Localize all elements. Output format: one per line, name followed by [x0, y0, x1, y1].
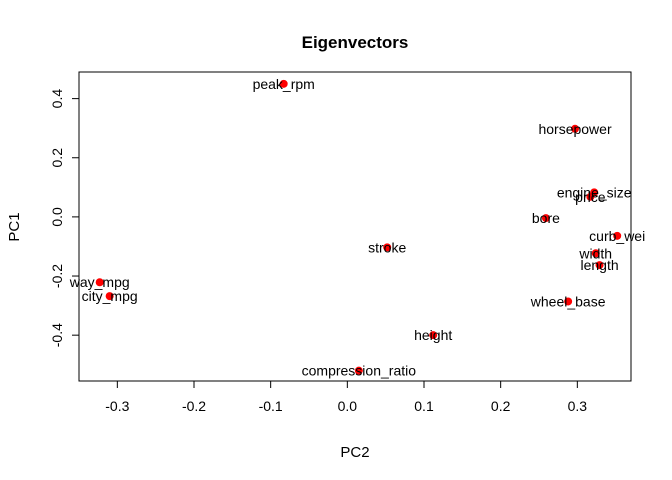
point-label: stroke	[368, 239, 406, 255]
point-label: height	[414, 327, 452, 343]
data-point	[541, 214, 550, 223]
data-point	[613, 231, 622, 240]
data-point	[591, 249, 600, 258]
point-label: wheel_base	[530, 293, 606, 309]
x-tick-label: 0.2	[491, 398, 511, 414]
point-label: bore	[532, 210, 560, 226]
data-point	[354, 366, 363, 375]
point-label: compression_ratio	[302, 363, 417, 379]
point-label: price	[575, 189, 606, 205]
y-tick-label: 0.0	[49, 207, 65, 227]
x-tick-label: 0.3	[568, 398, 588, 414]
point-label: city_mpg	[82, 288, 138, 304]
data-point	[279, 79, 288, 88]
data-point	[571, 124, 580, 133]
chart-title: Eigenvectors	[302, 33, 409, 52]
point-label: horsepower	[538, 121, 611, 137]
y-tick-label: 0.2	[49, 148, 65, 168]
data-point	[564, 297, 573, 306]
x-tick-label: 0.1	[414, 398, 434, 414]
point-label: engine_size	[557, 184, 632, 200]
data-point	[595, 261, 604, 270]
data-point	[105, 292, 114, 301]
y-tick-label: 0.4	[49, 89, 65, 109]
x-tick-label: -0.3	[105, 398, 129, 414]
point-label: curb_wei	[589, 228, 645, 244]
y-axis: -0.4 -0.2 0.0 0.2 0.4	[49, 89, 80, 347]
data-point	[95, 278, 104, 287]
data-point	[586, 192, 595, 201]
y-tick-label: -0.2	[49, 264, 65, 288]
x-axis: -0.3 -0.2 -0.1 0.0 0.1 0.2 0.3	[105, 380, 588, 414]
point-label: width	[578, 245, 612, 261]
point-label: length	[580, 257, 618, 273]
data-points	[95, 79, 622, 375]
x-axis-label: PC2	[340, 444, 369, 461]
x-tick-label: -0.1	[259, 398, 283, 414]
x-tick-label: 0.0	[338, 398, 358, 414]
data-point	[383, 243, 392, 252]
y-axis-label: PC1	[6, 212, 23, 241]
plot-frame	[78, 71, 632, 382]
point-label: peak_rpm	[253, 76, 315, 92]
x-tick-label: -0.2	[182, 398, 206, 414]
data-point	[429, 331, 438, 340]
point-label: way_mpg	[69, 274, 130, 290]
y-tick-label: -0.4	[49, 323, 65, 347]
